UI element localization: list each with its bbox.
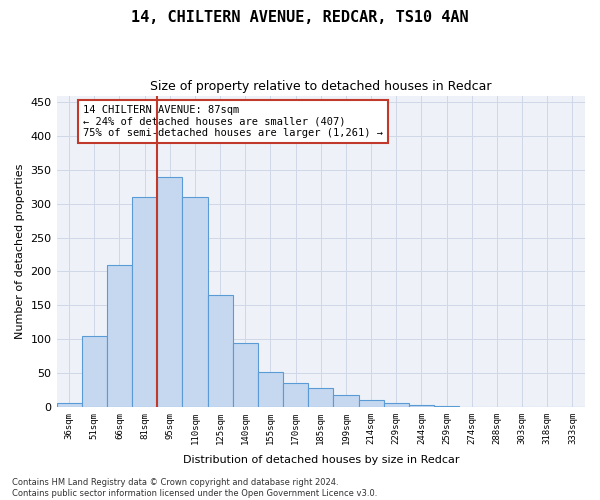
Bar bbox=[208, 295, 233, 407]
Bar bbox=[233, 342, 258, 407]
Bar bbox=[334, 394, 359, 407]
Bar bbox=[383, 404, 409, 407]
Title: Size of property relative to detached houses in Redcar: Size of property relative to detached ho… bbox=[150, 80, 491, 93]
Bar bbox=[434, 406, 459, 407]
Bar bbox=[409, 404, 434, 407]
Bar bbox=[359, 400, 383, 407]
Bar bbox=[157, 176, 182, 407]
Bar bbox=[283, 383, 308, 407]
Y-axis label: Number of detached properties: Number of detached properties bbox=[15, 164, 25, 339]
Text: 14, CHILTERN AVENUE, REDCAR, TS10 4AN: 14, CHILTERN AVENUE, REDCAR, TS10 4AN bbox=[131, 10, 469, 25]
Text: Contains HM Land Registry data © Crown copyright and database right 2024.
Contai: Contains HM Land Registry data © Crown c… bbox=[12, 478, 377, 498]
Bar bbox=[182, 197, 208, 407]
Bar bbox=[258, 372, 283, 407]
Bar bbox=[56, 404, 82, 407]
Bar bbox=[82, 336, 107, 407]
X-axis label: Distribution of detached houses by size in Redcar: Distribution of detached houses by size … bbox=[182, 455, 459, 465]
Bar bbox=[107, 264, 132, 407]
Text: 14 CHILTERN AVENUE: 87sqm
← 24% of detached houses are smaller (407)
75% of semi: 14 CHILTERN AVENUE: 87sqm ← 24% of detac… bbox=[83, 105, 383, 138]
Bar bbox=[132, 197, 157, 407]
Bar bbox=[308, 388, 334, 407]
